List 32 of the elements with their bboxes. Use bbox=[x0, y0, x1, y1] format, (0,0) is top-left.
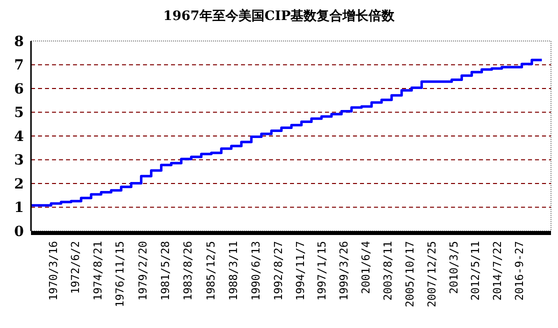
x-tick-label: 1997/1/15 bbox=[316, 241, 329, 301]
x-tick-label: 1999/3/26 bbox=[338, 241, 351, 301]
x-tick-label: 2014/7/22 bbox=[491, 241, 504, 301]
x-tick-label: 1981/5/28 bbox=[159, 241, 172, 301]
x-tick-label: 1983/8/26 bbox=[182, 241, 195, 301]
x-tick-label: 2010/3/5 bbox=[447, 241, 460, 294]
x-tick-label: 1985/12/5 bbox=[204, 241, 218, 301]
x-tick-label: 1994/11/7 bbox=[294, 241, 307, 301]
x-tick-label: 2012/5/11 bbox=[469, 241, 482, 301]
x-tick-label: 1990/6/13 bbox=[250, 241, 263, 301]
y-tick-label: 0 bbox=[14, 224, 24, 240]
x-tick-label: 2003/8/11 bbox=[382, 241, 395, 301]
x-tick-label: 1976/11/15 bbox=[114, 241, 127, 308]
x-tick-label: 1972/6/2 bbox=[69, 241, 82, 294]
x-tick-label: 2007/12/25 bbox=[425, 241, 438, 308]
x-tick-label: 1992/8/27 bbox=[272, 241, 285, 301]
x-tick-label: 1979/2/20 bbox=[136, 241, 150, 301]
x-tick-label: 2005/10/17 bbox=[403, 241, 416, 308]
x-tick-label: 2016-9-27 bbox=[513, 241, 526, 301]
y-tick-label: 3 bbox=[14, 152, 24, 169]
y-tick-label: 8 bbox=[14, 34, 24, 50]
y-tick-label: 2 bbox=[14, 176, 24, 192]
x-tick-label: 1970/3/16 bbox=[46, 241, 60, 301]
y-tick-label: 1 bbox=[14, 200, 24, 216]
y-tick-label: 7 bbox=[14, 58, 24, 74]
y-tick-label: 6 bbox=[14, 81, 24, 98]
chart-title: 1967年至今美国CIP基数复合增长倍数 bbox=[163, 8, 396, 24]
y-tick-label: 4 bbox=[14, 128, 24, 145]
y-tick-label: 5 bbox=[14, 105, 24, 122]
x-tick-label: 1988/3/11 bbox=[227, 241, 240, 301]
x-tick-label: 2001/6/4 bbox=[360, 240, 373, 294]
x-tick-label: 1974/8/21 bbox=[91, 241, 104, 301]
